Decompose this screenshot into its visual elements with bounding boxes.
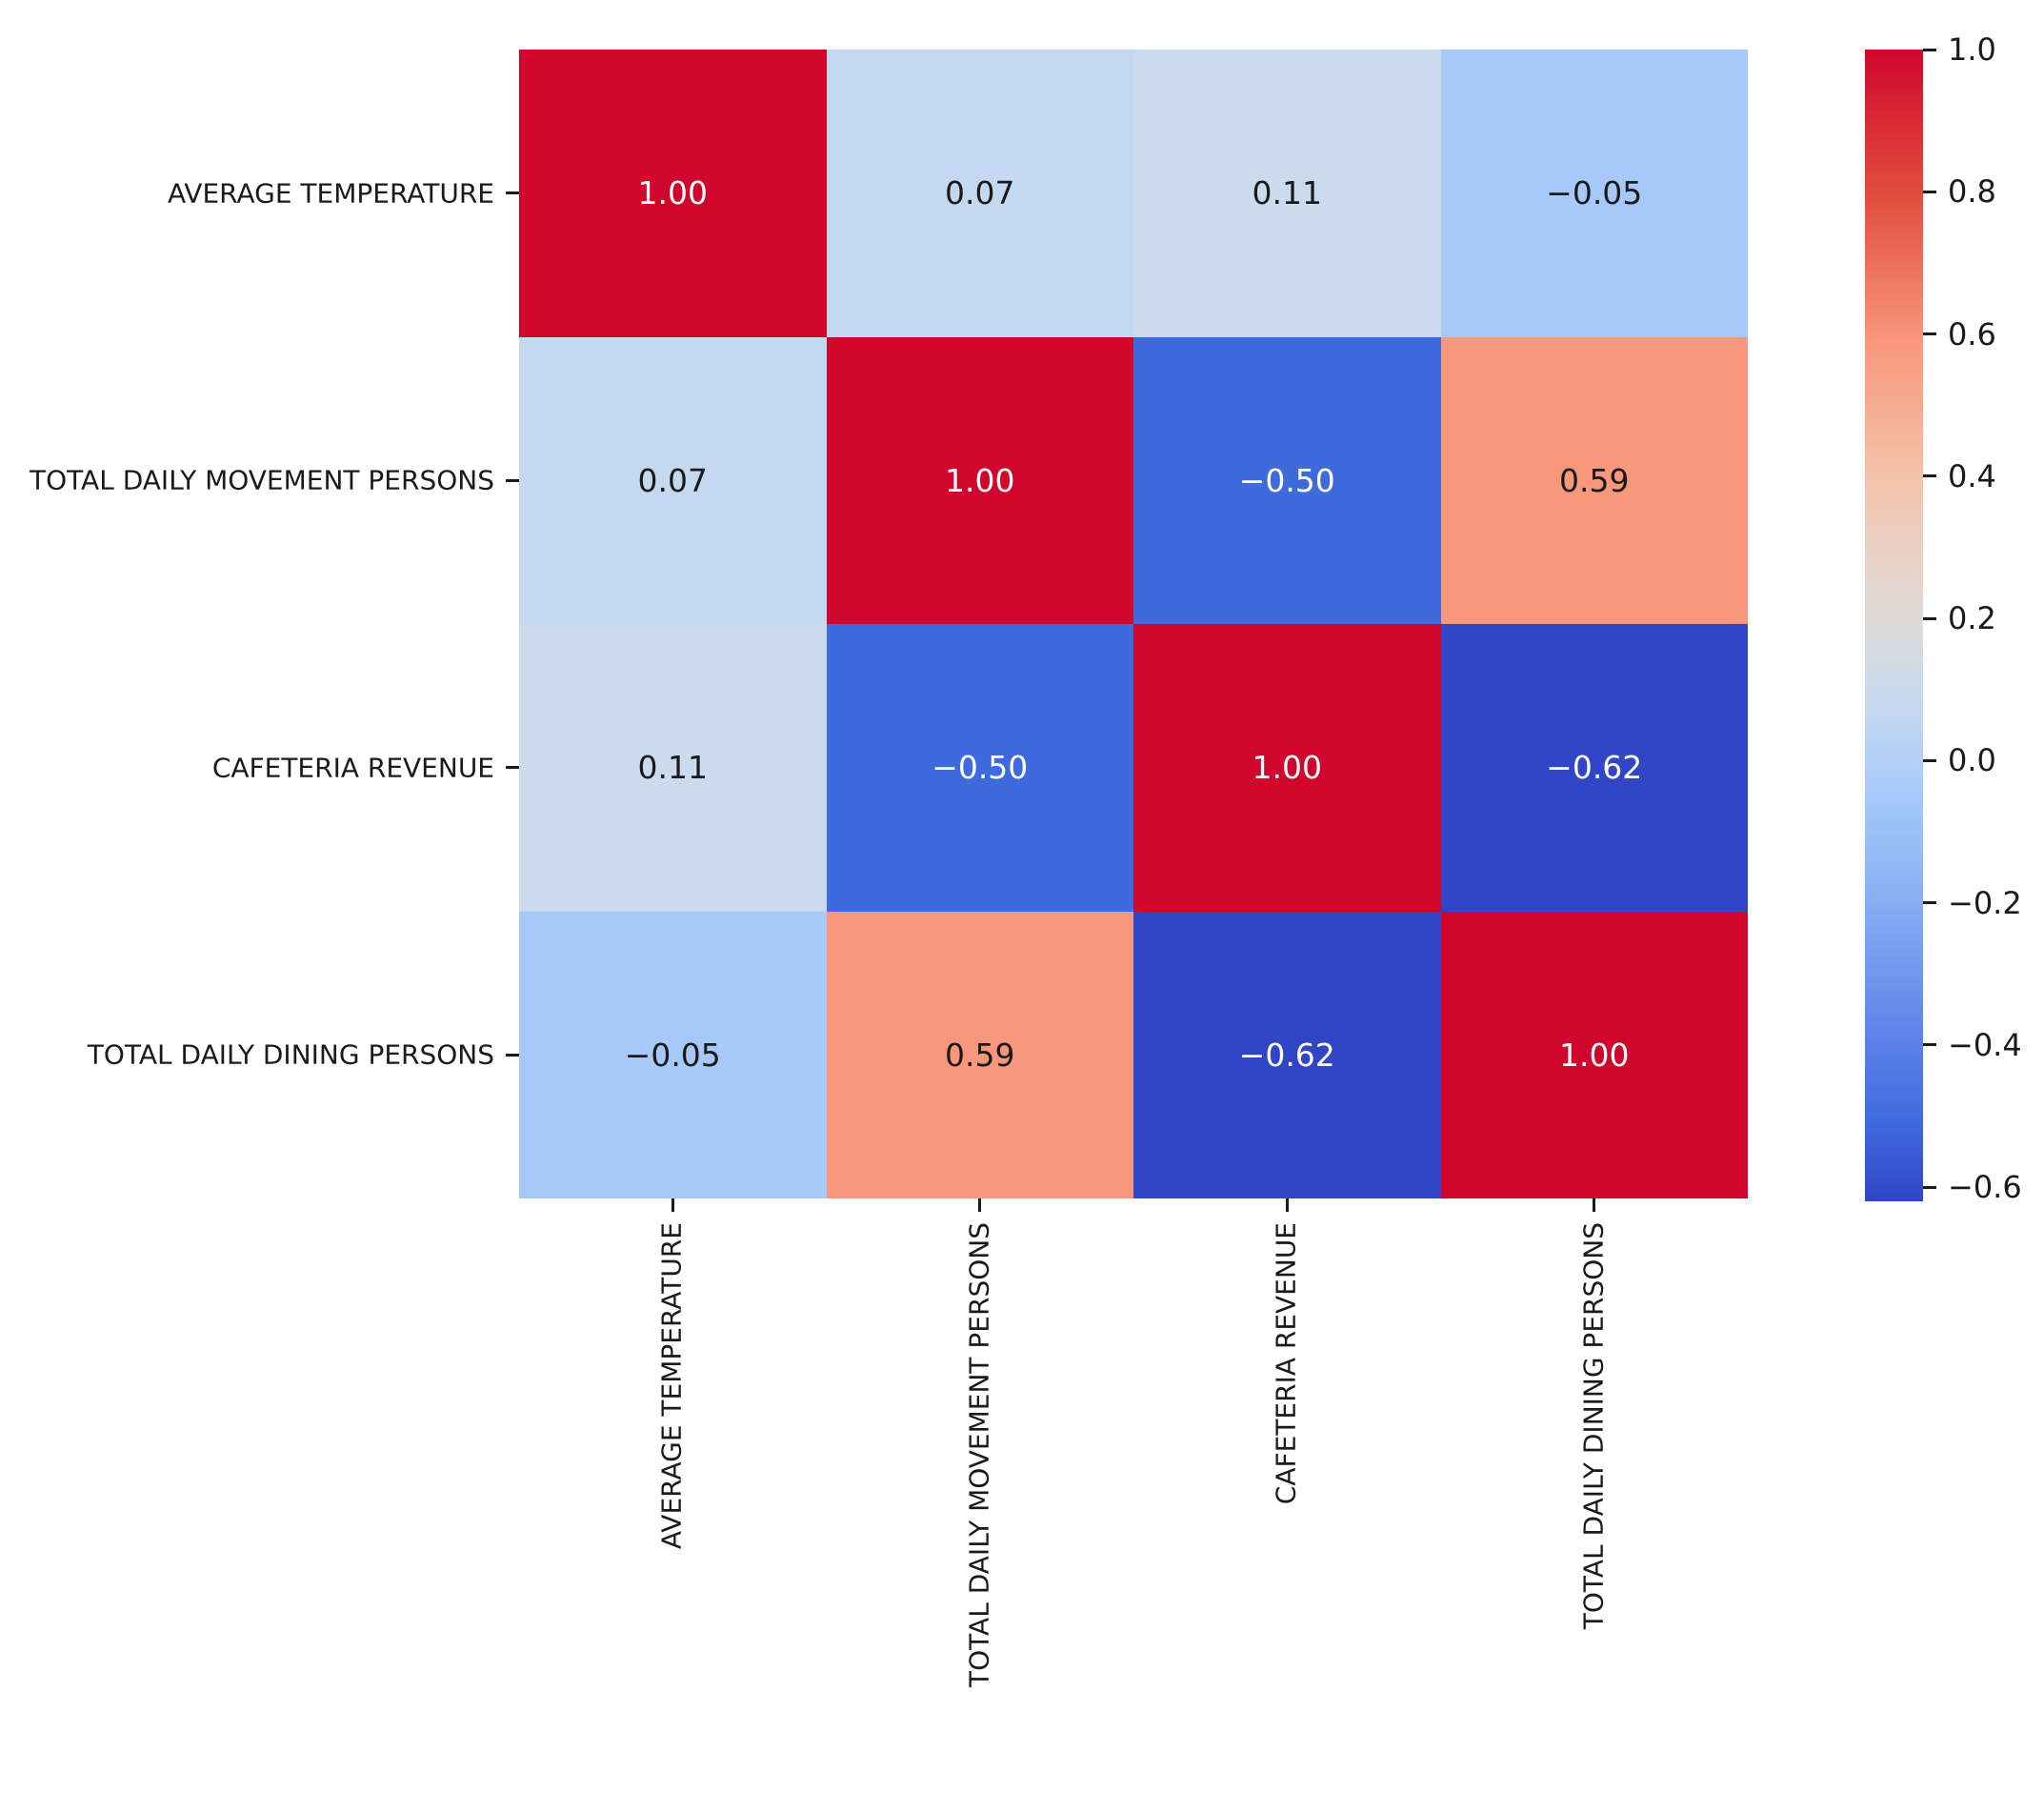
- colorbar-tick: [1923, 190, 1936, 193]
- heatmap-cell: 0.07: [826, 50, 1133, 337]
- heatmap-matrix: 1.00 0.07 0.11 −0.05 0.07 1.00 −0.50 0.59 0.11 −0…: [519, 50, 1748, 1198]
- heatmap-cell: 0.11: [519, 624, 827, 912]
- y-axis-tick: [506, 766, 519, 770]
- x-axis-tick: [1593, 1198, 1596, 1212]
- y-axis-tick: [506, 1053, 519, 1057]
- colorbar-tick-label: 0.6: [1948, 315, 1996, 352]
- y-axis-label: AVERAGE TEMPERATURE: [167, 177, 494, 210]
- heatmap-cell: −0.50: [1133, 336, 1441, 624]
- colorbar-tick-label: 0.0: [1948, 742, 1996, 779]
- heatmap-cell: −0.50: [826, 624, 1133, 912]
- heatmap-cell: 1.00: [1440, 911, 1748, 1198]
- heatmap-cell: −0.62: [1440, 624, 1748, 912]
- heatmap-cell: −0.05: [519, 911, 827, 1198]
- colorbar-tick-label: −0.2: [1948, 884, 2022, 921]
- colorbar-tick-label: −0.6: [1948, 1169, 2022, 1206]
- x-axis-tick: [671, 1198, 674, 1212]
- x-axis-label: AVERAGE TEMPERATURE: [655, 1222, 688, 1550]
- heatmap-cell: −0.05: [1440, 50, 1748, 337]
- y-axis-label: TOTAL DAILY DINING PERSONS: [87, 1038, 494, 1071]
- colorbar-tick: [1923, 332, 1936, 336]
- colorbar-tick: [1923, 48, 1936, 51]
- x-axis-label: CAFETERIA REVENUE: [1270, 1222, 1302, 1505]
- colorbar-tick-label: 1.0: [1948, 31, 1996, 68]
- heatmap-cell: 0.59: [826, 911, 1133, 1198]
- y-axis-tick: [506, 191, 519, 195]
- heatmap-cell: 0.07: [519, 336, 827, 624]
- x-axis-label: TOTAL DAILY MOVEMENT PERSONS: [963, 1222, 995, 1688]
- colorbar-tick-label: 0.4: [1948, 457, 1996, 494]
- heatmap-cell: 1.00: [519, 50, 827, 337]
- heatmap-cell: 0.11: [1133, 50, 1441, 337]
- colorbar-tick-label: 0.8: [1948, 173, 1996, 211]
- x-axis-tick: [1285, 1198, 1289, 1212]
- colorbar: [1865, 50, 1923, 1201]
- x-axis-label: TOTAL DAILY DINING PERSONS: [1577, 1222, 1610, 1630]
- colorbar-tick: [1923, 474, 1936, 478]
- y-axis-label: CAFETERIA REVENUE: [211, 752, 494, 784]
- colorbar-tick: [1923, 1185, 1936, 1189]
- heatmap-cell: 1.00: [1133, 624, 1441, 912]
- y-axis-label: TOTAL DAILY MOVEMENT PERSONS: [29, 464, 494, 496]
- colorbar-tick: [1923, 758, 1936, 762]
- colorbar-tick: [1923, 901, 1936, 905]
- colorbar-tick-label: 0.2: [1948, 600, 1996, 637]
- x-axis-tick: [978, 1198, 982, 1212]
- heatmap-cell: 1.00: [826, 336, 1133, 624]
- colorbar-tick: [1923, 1043, 1936, 1047]
- heatmap-cell: 0.59: [1440, 336, 1748, 624]
- y-axis-tick: [506, 478, 519, 482]
- heatmap-cell: −0.62: [1133, 911, 1441, 1198]
- colorbar-tick-label: −0.4: [1948, 1026, 2022, 1063]
- colorbar-tick: [1923, 616, 1936, 620]
